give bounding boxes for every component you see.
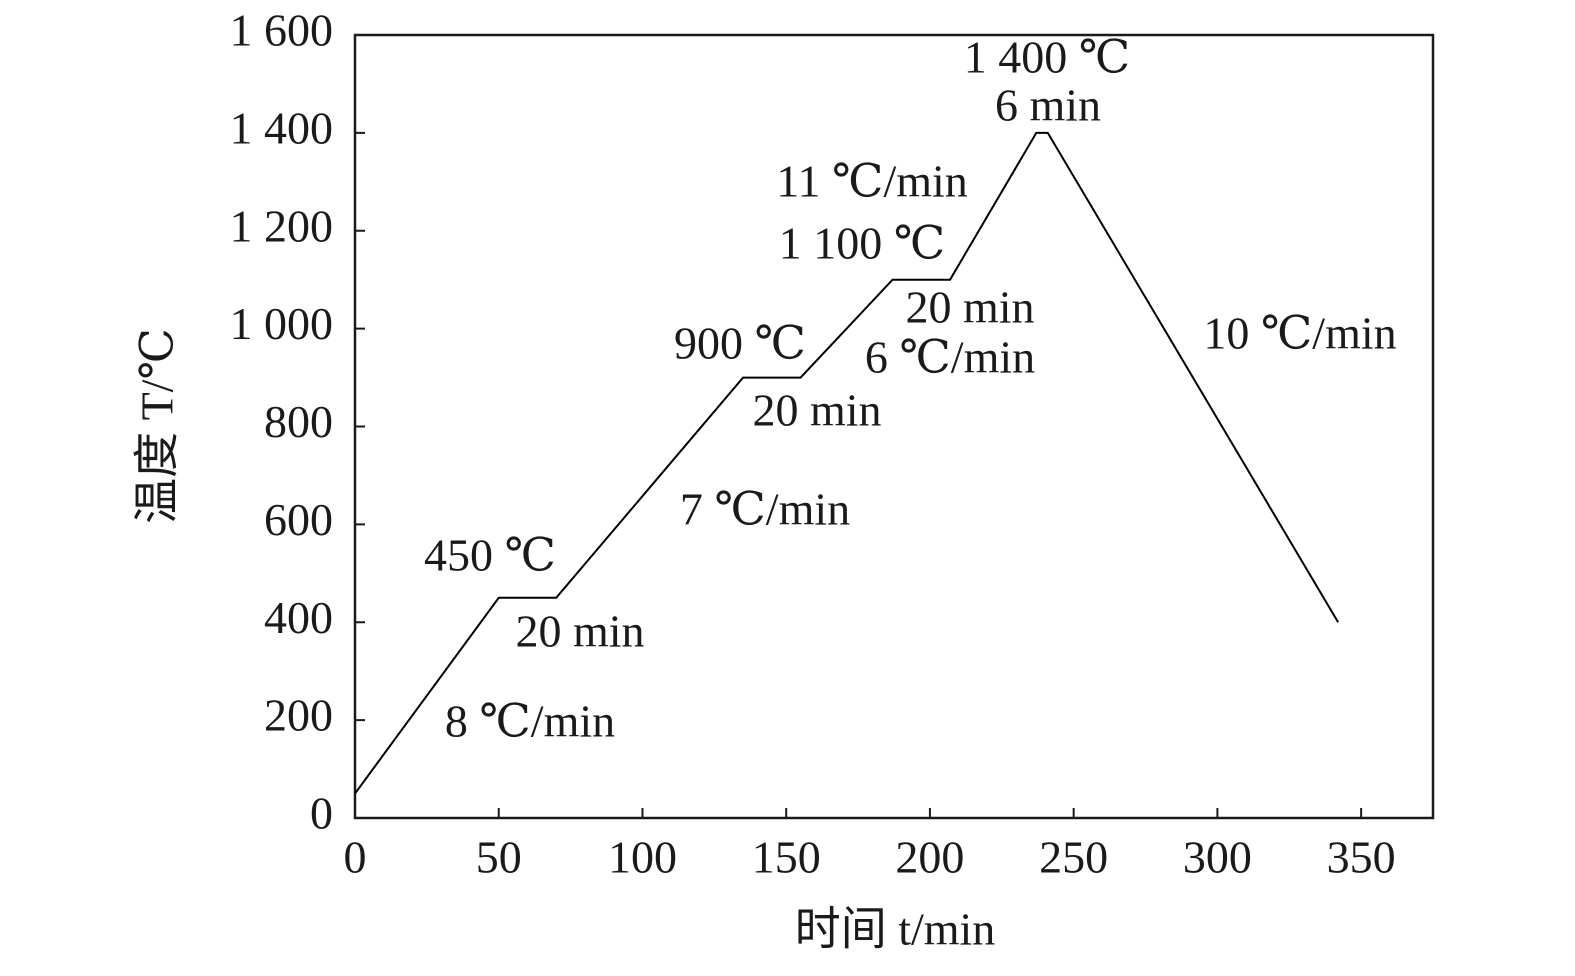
y-tick-label: 200 xyxy=(264,690,333,741)
annotation: 6 ℃/min xyxy=(865,332,1035,383)
y-tick-label: 1 000 xyxy=(230,298,334,349)
x-tick-label: 350 xyxy=(1327,832,1396,883)
annotation: 10 ℃/min xyxy=(1203,308,1396,359)
annotation: 20 min xyxy=(905,282,1034,333)
x-tick-label: 300 xyxy=(1183,832,1252,883)
annotation: 8 ℃/min xyxy=(445,696,615,747)
x-tick-label: 200 xyxy=(895,832,964,883)
y-tick-label: 400 xyxy=(264,592,333,643)
x-axis-label: 时间 t/min xyxy=(795,904,996,955)
annotation: 11 ℃/min xyxy=(776,156,968,207)
annotation: 450 ℃ xyxy=(424,530,556,581)
annotation: 7 ℃/min xyxy=(680,484,850,535)
annotation: 20 min xyxy=(515,606,644,657)
y-tick-label: 0 xyxy=(310,788,333,839)
y-tick-label: 1 200 xyxy=(230,200,334,251)
annotation: 900 ℃ xyxy=(674,318,806,369)
x-tick-label: 250 xyxy=(1039,832,1108,883)
y-axis-label: 温度 T/℃ xyxy=(132,328,183,524)
x-tick-label: 150 xyxy=(752,832,821,883)
temperature-line xyxy=(354,131,1340,795)
annotation: 20 min xyxy=(752,385,881,436)
x-tick-label: 100 xyxy=(608,832,677,883)
y-tick-label: 1 400 xyxy=(230,102,334,153)
x-tick-label: 50 xyxy=(476,832,522,883)
y-tick-label: 600 xyxy=(264,494,333,545)
annotation: 1 100 ℃ xyxy=(779,218,945,269)
y-tick-label: 1 600 xyxy=(230,5,334,56)
annotation: 1 400 ℃ xyxy=(964,32,1130,83)
x-tick-label: 0 xyxy=(344,832,367,883)
y-tick-label: 800 xyxy=(264,396,333,447)
annotation: 6 min xyxy=(995,80,1101,131)
